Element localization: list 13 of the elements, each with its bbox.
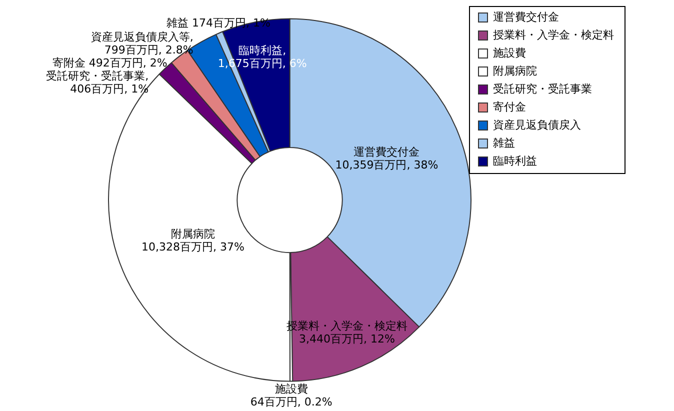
legend-label: 受託研究・受託事業 bbox=[493, 82, 592, 96]
data-label: 運営費交付金 10,359百万円, 38% bbox=[335, 146, 438, 172]
legend-label: 寄付金 bbox=[493, 100, 526, 114]
legend-label: 附属病院 bbox=[493, 64, 537, 78]
legend-label: 雑益 bbox=[493, 136, 515, 150]
legend-label: 臨時利益 bbox=[493, 154, 537, 168]
legend-label: 資産見返負債戻入 bbox=[493, 118, 581, 132]
data-label: 寄附金 492百万円, 2% bbox=[52, 56, 168, 70]
legend-label: 運営費交付金 bbox=[493, 10, 559, 24]
data-label: 附属病院 10,328百万円, 37% bbox=[142, 228, 244, 254]
legend-label: 授業料・入学金・検定料 bbox=[493, 28, 614, 42]
legend-label: 施設費 bbox=[493, 46, 526, 60]
data-label: 施設費 64百万円, 0.2% bbox=[250, 382, 332, 409]
